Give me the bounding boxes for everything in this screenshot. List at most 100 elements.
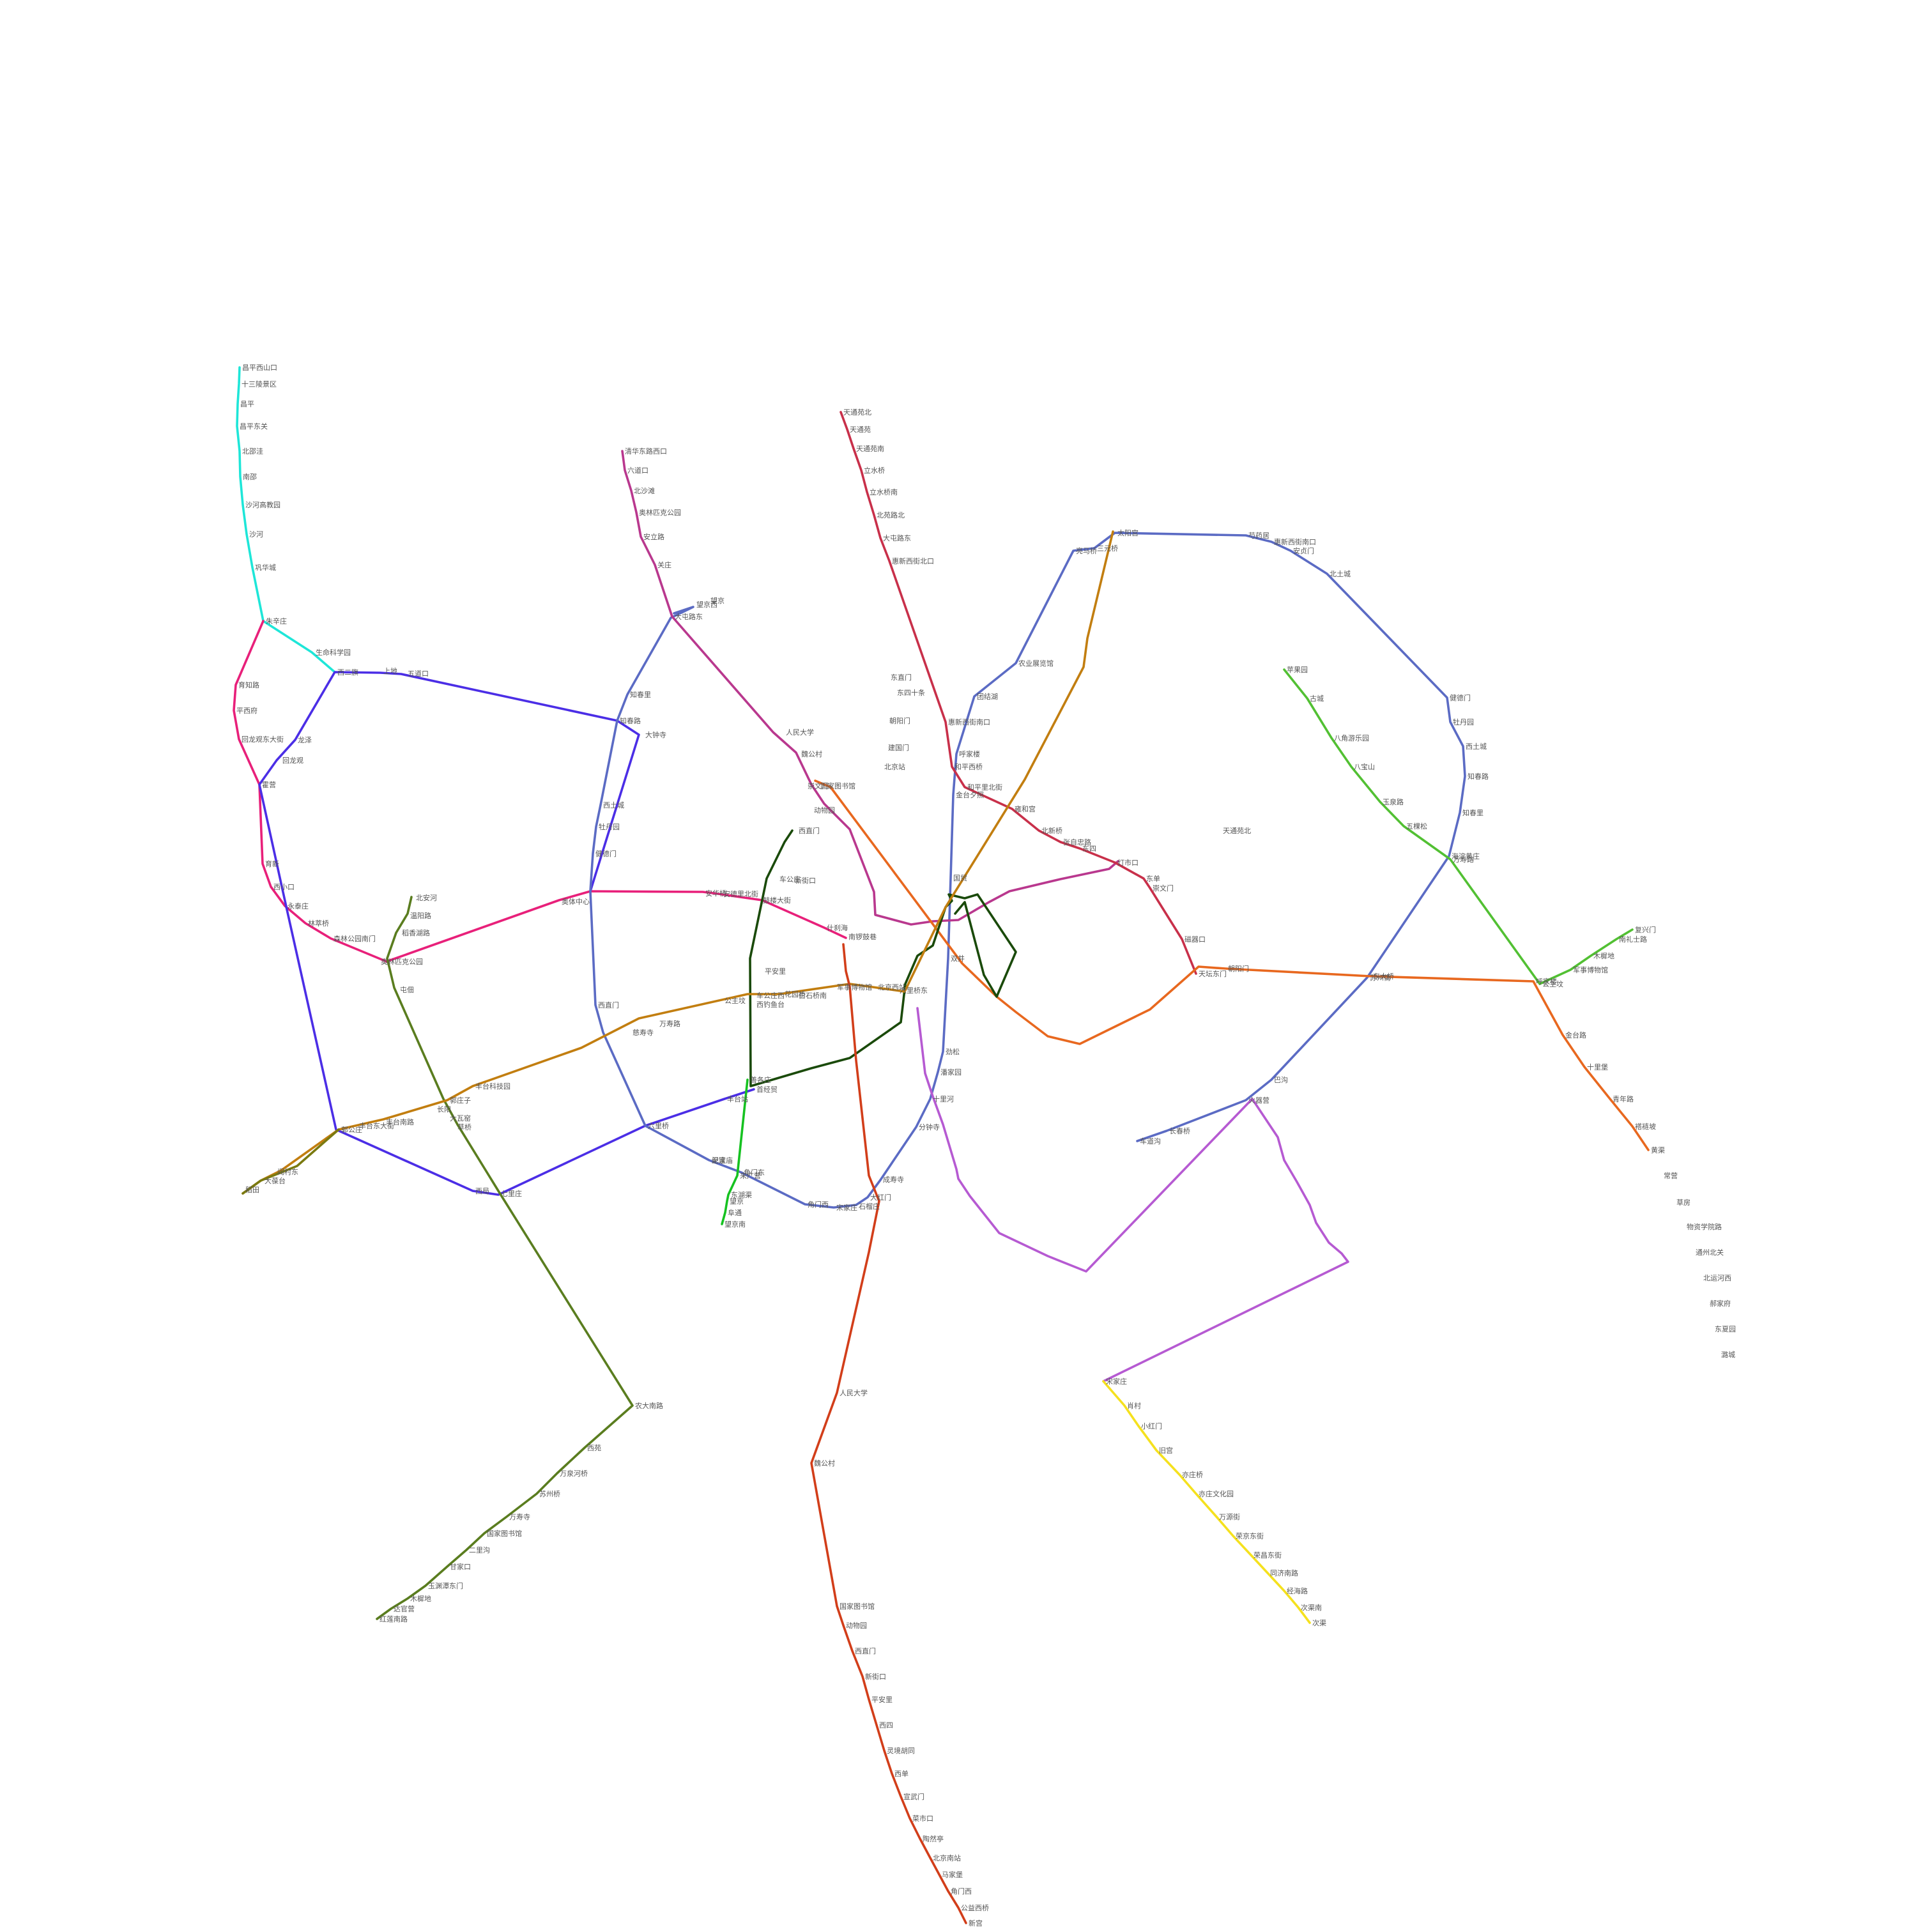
station-label: 大瓦窑 (450, 1114, 471, 1123)
station-label: 六里桥 (648, 1122, 669, 1130)
station-label: 草桥 (457, 1123, 471, 1131)
station-label: 奥林匹克公园 (381, 957, 423, 966)
station-label: 来广营 (740, 1171, 761, 1180)
subway-line-line5 (839, 411, 1197, 975)
station-label: 农大南路 (635, 1401, 663, 1410)
station-label: 太阳宫 (1117, 528, 1138, 537)
station-label: 肖村 (1127, 1401, 1141, 1410)
station-label: 和平西桥 (954, 763, 983, 771)
station-label: 宣武门 (903, 1792, 924, 1801)
station-label: 角门西 (808, 1200, 829, 1209)
station-label: 古城 (1310, 694, 1324, 703)
station-label: 草房 (1676, 1199, 1690, 1207)
station-label: 魏公村 (814, 1459, 835, 1468)
station-label: 人民大学 (786, 728, 814, 737)
subway-line-line16 (376, 896, 634, 1620)
station-label: 牡丹园 (599, 822, 620, 831)
station-label: 宋家庄 (1106, 1377, 1127, 1386)
station-label: 南邵 (243, 473, 257, 481)
station-label: 天通苑北 (1223, 827, 1251, 835)
station-label: 北土城 (1330, 570, 1351, 578)
station-label: 巴沟 (1274, 1076, 1288, 1084)
station-label: 南礼士路 (1619, 935, 1647, 944)
station-label: 善各庄 (750, 1075, 771, 1084)
station-label: 常营 (1664, 1171, 1678, 1180)
station-label: 大屯路东 (883, 533, 911, 542)
subway-line-line13 (258, 671, 755, 1196)
station-label: 奥林匹克公园 (639, 508, 681, 517)
station-label: 西直门 (799, 826, 820, 835)
station-label: 公主坟 (724, 996, 746, 1005)
station-label: 万寿寺 (509, 1512, 530, 1521)
subway-line-line6 (814, 779, 1650, 1151)
station-label: 新宫 (969, 1919, 983, 1928)
station-label: 郭庄子 (450, 1096, 471, 1105)
station-label: 万泉河桥 (560, 1469, 588, 1478)
station-label: 万源街 (1219, 1512, 1240, 1521)
subway-line-line7 (916, 1007, 1349, 1383)
station-label: 安贞门 (1293, 546, 1314, 555)
station-label: 安德里北街 (723, 889, 758, 898)
station-label: 公主坟 (1542, 979, 1563, 988)
station-label: 昌平 (240, 400, 254, 408)
station-label: 六道口 (627, 466, 648, 475)
station-label: 新街口 (865, 1672, 886, 1681)
station-label: 五棵松 (1406, 822, 1427, 831)
station-labels: 昌平西山口十三陵景区昌平昌平东关北邵洼南邵沙河高教园沙河巩华城朱辛庄生命科学园西… (236, 364, 1736, 1928)
station-label: 金台夕照 (956, 790, 984, 799)
station-label: 灯市口 (1117, 858, 1138, 867)
station-label: 国家图书馆 (820, 781, 855, 790)
station-label: 西单 (894, 1770, 908, 1778)
station-label: 玉渊潭东门 (428, 1581, 463, 1590)
station-label: 天坛东门 (1199, 969, 1227, 978)
station-label: 永泰庄 (288, 901, 309, 910)
station-label: 八角游乐园 (1334, 734, 1369, 742)
station-label: 屯佃 (400, 986, 414, 994)
subway-line-line4 (810, 943, 967, 1924)
station-label: 海淀黄庄 (1452, 852, 1480, 861)
station-label: 物资学院路 (1687, 1222, 1722, 1231)
station-label: 灵境胡同 (887, 1746, 915, 1755)
station-label: 安华桥 (705, 889, 726, 898)
subway-line-line1 (1283, 668, 1634, 985)
station-label: 团结湖 (977, 693, 998, 701)
station-label: 西局 (475, 1187, 489, 1195)
station-label: 东四十条 (897, 688, 925, 697)
station-label: 沙河 (249, 530, 263, 539)
station-label: 西二旗 (337, 668, 358, 677)
station-label: 霍营 (262, 780, 276, 789)
station-label: 朱辛庄 (266, 617, 287, 625)
station-label: 劲松 (946, 1047, 960, 1056)
station-label: 八宝山 (1354, 762, 1375, 771)
station-label: 平安里 (871, 1695, 893, 1704)
station-label: 十里河 (933, 1094, 954, 1103)
station-label: 森林公园南门 (334, 934, 376, 943)
subway-line-line10 (589, 532, 1466, 1209)
station-label: 荣昌东街 (1254, 1551, 1282, 1560)
station-label: 动物园 (814, 806, 835, 815)
station-label: 东大桥 (1373, 972, 1394, 981)
station-label: 林萃桥 (308, 919, 329, 928)
station-label: 同济南路 (1270, 1568, 1298, 1577)
station-label: 生命科学园 (316, 648, 351, 657)
station-label: 国贸 (953, 874, 967, 882)
subway-line-line8 (233, 620, 847, 963)
station-label: 六里桥东 (900, 986, 928, 995)
station-label: 褡裢坡 (1635, 1123, 1656, 1131)
station-label: 望京 (730, 1197, 744, 1206)
station-label: 立水桥南 (870, 487, 898, 496)
station-label: 呼家楼 (959, 749, 980, 758)
station-label: 次渠南 (1301, 1603, 1322, 1612)
station-label: 惠新西街北口 (892, 556, 934, 565)
station-label: 育新 (265, 859, 279, 868)
station-label: 北新桥 (1041, 826, 1062, 835)
station-label: 芍药居 (1248, 532, 1269, 540)
station-label: 沙河高教园 (245, 500, 280, 509)
station-label: 天通苑 (850, 425, 871, 434)
station-label: 郭公庄 (341, 1125, 362, 1134)
station-label: 北京南站 (933, 1853, 961, 1862)
station-label: 南锣鼓巷 (848, 932, 877, 941)
station-label: 农业展览馆 (1018, 659, 1054, 668)
station-label: 昌平东关 (240, 422, 268, 431)
station-label: 菜市口 (912, 1814, 933, 1823)
